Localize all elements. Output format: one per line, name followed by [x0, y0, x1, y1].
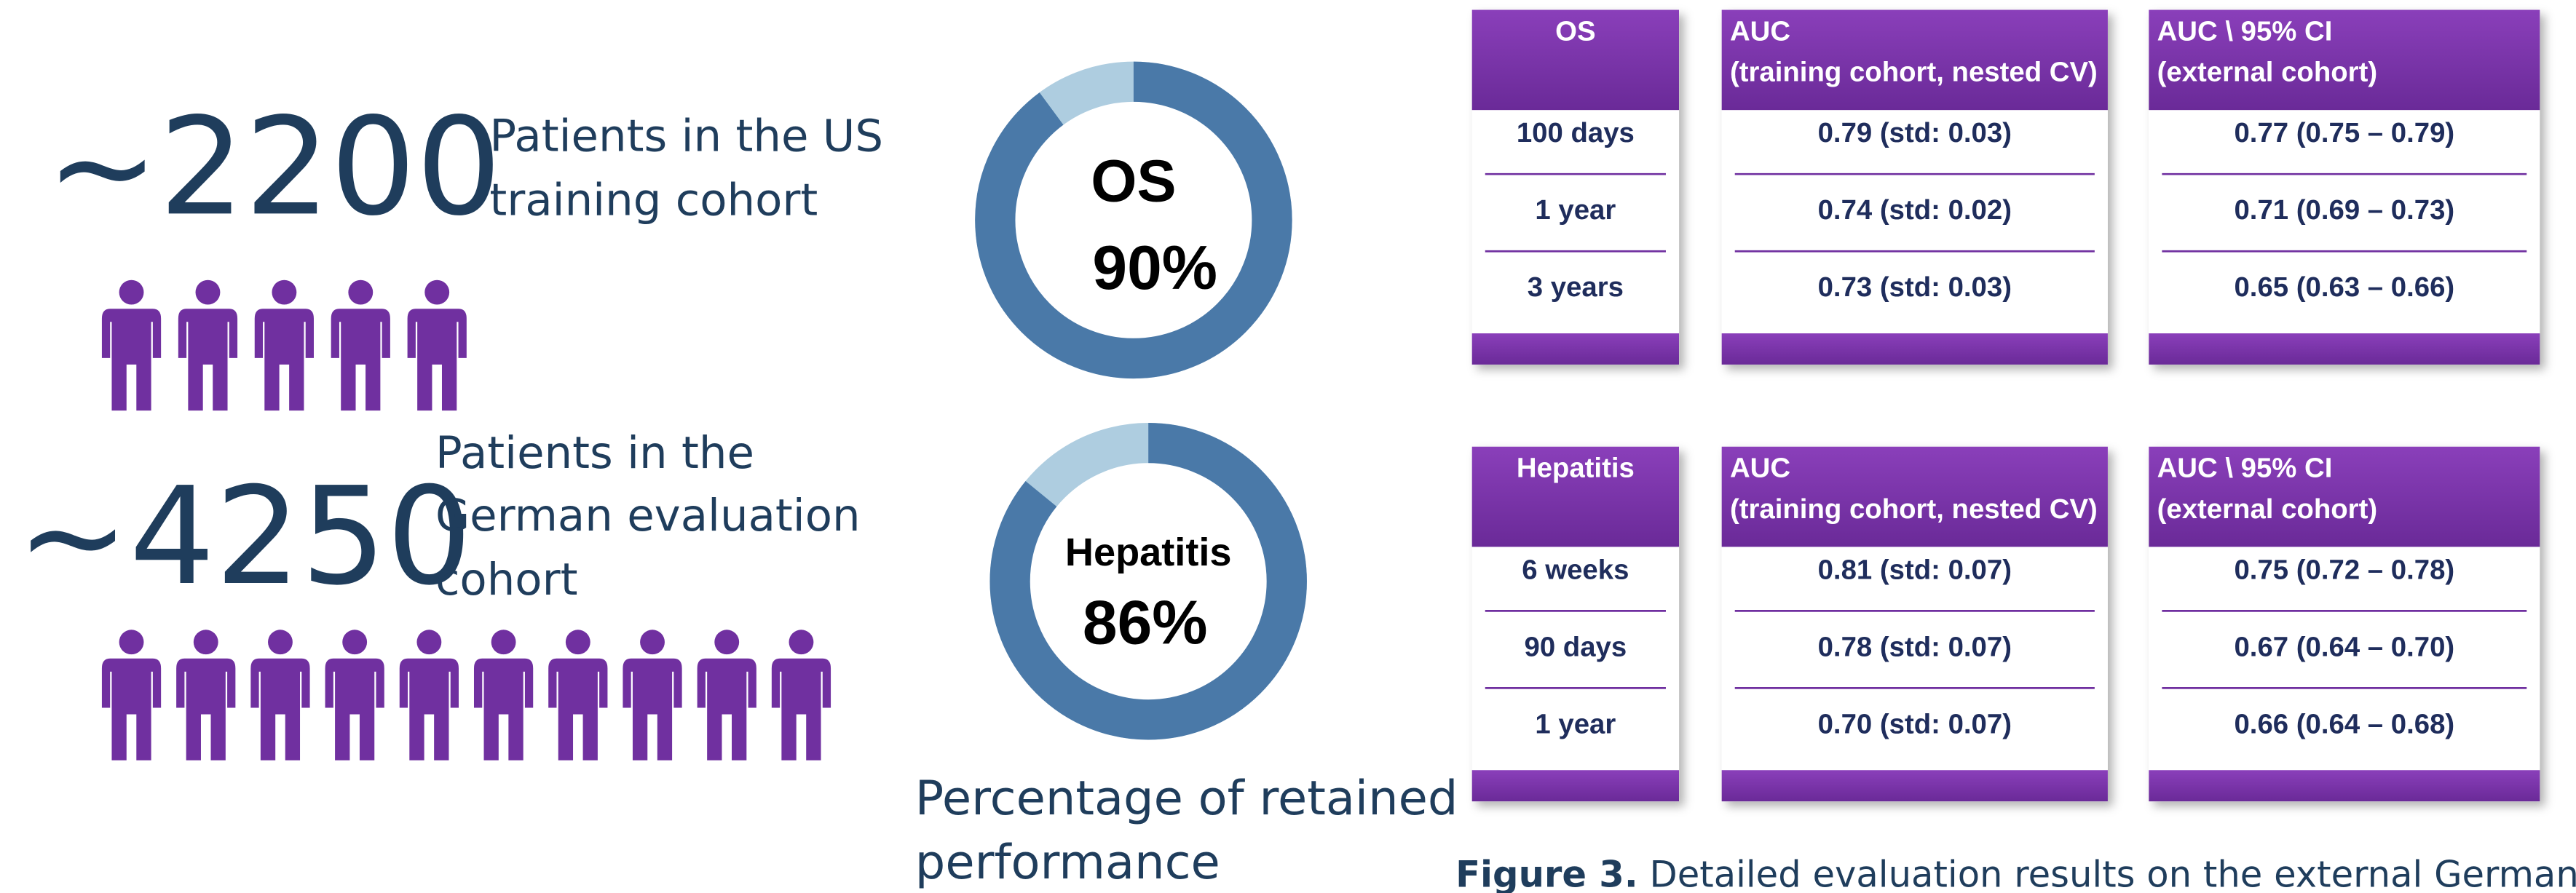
card-header: [1721, 446, 2108, 547]
column-header: AUC \ 95% CI: [2157, 452, 2333, 483]
table-cell: 0.70 (std: 0.07): [1818, 708, 2012, 739]
card-header: [1471, 446, 1680, 547]
column-header: (training cohort, nested CV): [1730, 493, 2098, 525]
table-cell: 1 year: [1535, 194, 1616, 226]
table-cell: 3 years: [1528, 271, 1624, 303]
caption-label: Figure 3.: [1455, 853, 1638, 893]
person-icon: [178, 279, 238, 411]
cohort-number: ~4250: [17, 458, 473, 615]
table-card: AUC (training cohort, nested CV) 0.81 (std…: [1721, 446, 2108, 802]
person-icon: [771, 630, 831, 761]
card-header: [1721, 9, 2108, 111]
table-card: AUC \ 95% CI (external cohort) 0.75 (0.72 …: [2149, 446, 2540, 802]
cohort-label: cohort: [435, 554, 578, 606]
person-icon: [101, 279, 162, 411]
donut-label: OS: [1091, 148, 1176, 214]
column-header: (training cohort, nested CV): [1730, 57, 2098, 88]
table-cell: 0.71 (0.69 – 0.73): [2234, 194, 2454, 226]
table-card: AUC \ 95% CI (external cohort) 0.77 (0.75 …: [2149, 9, 2540, 365]
cohort-number: ~2200: [46, 88, 502, 245]
card-header: [1471, 9, 1680, 111]
person-icon: [176, 630, 236, 761]
tables: OS 100 days 1 year 3 years AUC (training coho…: [1471, 9, 2540, 802]
table-cell: 0.79 (std: 0.03): [1818, 117, 2012, 148]
table-cell: 0.81 (std: 0.07): [1818, 554, 2012, 585]
donut-divider: [1015, 101, 1252, 338]
column-header: (external cohort): [2157, 493, 2378, 525]
donut-value: 90%: [1092, 233, 1217, 303]
card-header: [2149, 9, 2540, 111]
card-header: [2149, 446, 2540, 547]
column-header: AUC: [1730, 15, 1790, 47]
card-footer: [1721, 333, 2108, 365]
people-row: [101, 630, 831, 761]
table-card: OS 100 days 1 year 3 years: [1471, 9, 1680, 365]
person-icon: [473, 630, 534, 761]
table-card: Hepatitis 6 weeks 90 days 1 year: [1471, 446, 1680, 802]
table-cell: 0.73 (std: 0.03): [1818, 271, 2012, 303]
column-header: (external cohort): [2157, 57, 2378, 88]
donut-arc: [989, 423, 1307, 740]
caption-text: Detailed evaluation results on the exter…: [1650, 853, 2576, 893]
figure-caption: Figure 3. Detailed evaluation results on …: [1455, 853, 2576, 893]
person-icon: [399, 630, 459, 761]
donut-arc: [975, 61, 1292, 379]
person-icon: [697, 630, 756, 761]
person-icon: [331, 279, 390, 411]
cohort-label: German evaluation: [435, 490, 861, 541]
person-icon: [548, 630, 608, 761]
person-icon: [407, 279, 467, 411]
cohort-label: training cohort: [489, 175, 818, 226]
cohort-label: Patients in the: [435, 427, 754, 479]
table-card: AUC (training cohort, nested CV) 0.79 (std…: [1721, 9, 2108, 365]
table-cell: 0.77 (0.75 – 0.79): [2234, 117, 2454, 148]
person-icon: [325, 630, 384, 761]
table-cell: 100 days: [1517, 117, 1635, 148]
donut-divider: [1030, 463, 1267, 700]
table-cell: 6 weeks: [1522, 554, 1629, 585]
card-footer: [2149, 770, 2540, 802]
column-header: Hepatitis: [1517, 452, 1635, 483]
card-footer: [1471, 333, 1680, 365]
column-header: OS: [1555, 15, 1595, 47]
table-cell: 0.65 (0.63 – 0.66): [2234, 271, 2454, 303]
person-icon: [250, 630, 310, 761]
card-footer: [1471, 770, 1680, 802]
table-cell: 0.66 (0.64 – 0.68): [2234, 708, 2454, 739]
table-cell: 90 days: [1525, 631, 1627, 662]
card-footer: [1721, 770, 2108, 802]
donut-caption: performance: [915, 835, 1220, 890]
table-cell: 0.75 (0.72 – 0.78): [2234, 554, 2454, 585]
person-icon: [254, 279, 314, 411]
donut-caption: Percentage of retained: [915, 771, 1458, 826]
card-footer: [2149, 333, 2540, 365]
column-header: AUC \ 95% CI: [2157, 15, 2333, 47]
person-icon: [623, 630, 682, 761]
person-icon: [101, 630, 162, 761]
donuts: OS 90% Hepatitis 86%: [975, 61, 1307, 740]
table-cell: 0.78 (std: 0.07): [1818, 631, 2012, 662]
donut-label: Hepatitis: [1065, 531, 1232, 574]
table-cell: 0.74 (std: 0.02): [1818, 194, 2012, 226]
cohort-label: Patients in the US: [489, 111, 883, 162]
table-cell: 1 year: [1535, 708, 1616, 739]
donut-value: 86%: [1083, 588, 1208, 658]
people-row: [101, 279, 467, 411]
column-header: AUC: [1730, 452, 1790, 483]
table-cell: 0.67 (0.64 – 0.70): [2234, 631, 2454, 662]
